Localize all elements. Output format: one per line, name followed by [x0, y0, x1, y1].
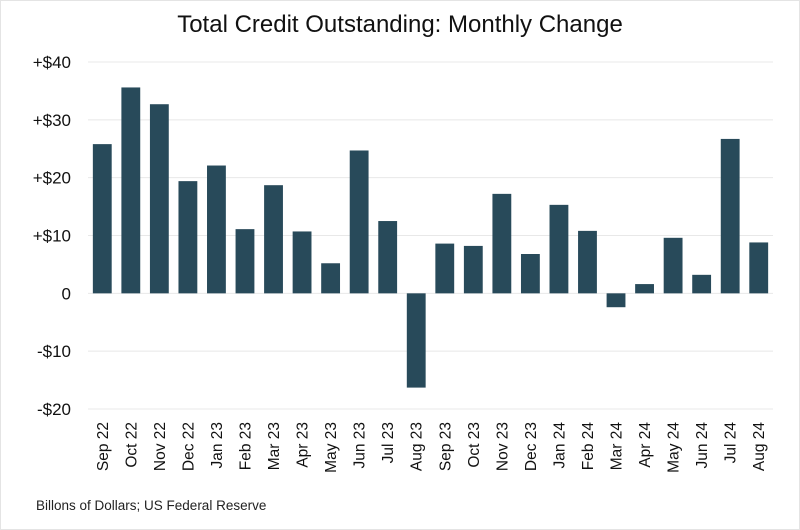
bar-apr-24 [635, 284, 654, 294]
bar-sep-23 [435, 243, 455, 294]
x-tick-label: Jun 23 [352, 422, 369, 469]
bar-mar-23 [264, 185, 283, 294]
bar-jan-23 [207, 165, 226, 294]
x-tick-label: Apr 23 [295, 422, 312, 468]
bar-aug-23 [406, 293, 426, 388]
bar-sep-22 [92, 144, 112, 294]
bar-dec-23 [520, 254, 540, 294]
y-tick-label: 0 [62, 284, 71, 303]
x-tick-label: Nov 23 [494, 422, 511, 471]
source-note: Billons of Dollars; US Federal Reserve [36, 498, 267, 513]
x-tick-label: May 23 [323, 422, 340, 473]
bar-jul-24 [720, 138, 740, 294]
bar-jul-23 [378, 221, 398, 294]
x-tick-label: Dec 23 [523, 422, 540, 471]
y-tick-label: +$40 [33, 53, 71, 72]
x-tick-label: Dec 22 [180, 422, 197, 471]
x-tick-label: Feb 23 [237, 422, 254, 470]
x-tick-label: Sep 22 [95, 422, 112, 471]
x-tick-label: Mar 24 [609, 422, 626, 471]
x-tick-label: Jul 24 [723, 422, 740, 464]
bar-may-24 [663, 237, 683, 294]
bar-nov-22 [149, 104, 169, 294]
bar-jan-24 [549, 204, 569, 294]
x-tick-label: Aug 24 [751, 422, 768, 472]
x-tick-label: Jan 23 [209, 422, 226, 469]
y-tick-label: +$20 [33, 169, 71, 188]
x-tick-label: Apr 24 [637, 422, 654, 468]
y-tick-label: +$10 [33, 227, 71, 246]
bar-oct-22 [121, 87, 141, 294]
bar-dec-22 [178, 181, 198, 294]
chart-title: Total Credit Outstanding: Monthly Change [177, 11, 623, 38]
y-tick-label: -$20 [37, 400, 71, 419]
y-tick-label: -$10 [37, 342, 71, 361]
bar-aug-24 [749, 242, 769, 294]
bar-apr-23 [292, 231, 312, 294]
x-tick-label: Mar 23 [266, 422, 283, 470]
bar-jun-24 [692, 274, 712, 294]
x-tick-label: Nov 22 [152, 422, 169, 471]
x-tick-label: Jun 24 [694, 422, 711, 469]
x-tick-label: Jan 24 [551, 422, 568, 469]
x-tick-label: Oct 23 [466, 422, 483, 468]
bar-jun-23 [349, 150, 369, 294]
bar-may-23 [321, 263, 341, 294]
bar-feb-24 [578, 230, 597, 294]
x-tick-label: Aug 23 [409, 422, 426, 471]
x-tick-label: Jul 23 [380, 422, 397, 463]
x-tick-label: Feb 24 [580, 422, 597, 471]
x-tick-label: Sep 23 [437, 422, 454, 471]
y-tick-label: +$30 [33, 111, 71, 130]
bar-oct-23 [463, 245, 483, 294]
x-tick-label: May 24 [666, 422, 683, 473]
x-tick-label: Oct 22 [123, 422, 140, 468]
bar-feb-23 [235, 229, 255, 294]
bar-mar-24 [606, 293, 626, 308]
bar-nov-23 [492, 193, 512, 294]
